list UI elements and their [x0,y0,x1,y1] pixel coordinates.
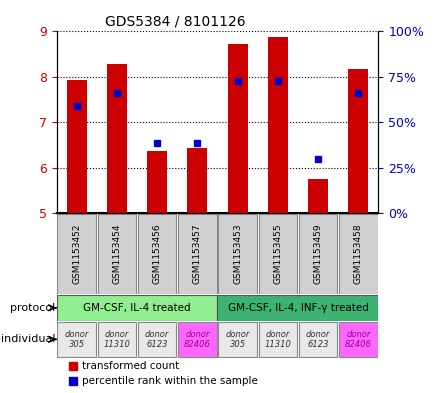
Text: GSM1153453: GSM1153453 [233,224,242,284]
FancyBboxPatch shape [218,214,256,294]
FancyBboxPatch shape [298,322,337,357]
FancyBboxPatch shape [178,322,216,357]
Bar [147,151,167,213]
Text: GSM1153459: GSM1153459 [313,224,322,284]
FancyBboxPatch shape [56,295,217,321]
Text: GSM1153457: GSM1153457 [192,224,201,284]
Bar [187,148,207,213]
FancyBboxPatch shape [97,214,136,294]
Text: percentile rank within the sample: percentile rank within the sample [82,376,258,386]
Text: GSM1153458: GSM1153458 [353,224,362,284]
Text: GSM1153454: GSM1153454 [112,224,121,284]
FancyBboxPatch shape [298,214,337,294]
Bar [227,44,247,213]
Text: GSM1153452: GSM1153452 [72,224,81,284]
FancyBboxPatch shape [178,214,216,294]
Text: donor
82406: donor 82406 [344,330,371,349]
Bar [267,37,287,213]
FancyBboxPatch shape [258,322,296,357]
Text: GSM1153455: GSM1153455 [273,224,282,284]
Bar [107,64,127,213]
FancyBboxPatch shape [138,322,176,357]
Text: donor
305: donor 305 [225,330,249,349]
FancyBboxPatch shape [217,295,378,321]
Text: GSM1153456: GSM1153456 [152,224,161,284]
FancyBboxPatch shape [338,214,377,294]
Bar [66,80,86,213]
Text: donor
6123: donor 6123 [145,330,169,349]
FancyBboxPatch shape [57,322,96,357]
FancyBboxPatch shape [97,322,136,357]
Bar [307,179,327,213]
Text: GM-CSF, IL-4 treated: GM-CSF, IL-4 treated [83,303,191,313]
Text: GDS5384 / 8101126: GDS5384 / 8101126 [105,15,245,29]
Text: donor
11310: donor 11310 [264,330,291,349]
Text: donor
305: donor 305 [64,330,89,349]
Text: individual: individual [1,334,56,344]
Text: transformed count: transformed count [82,361,179,371]
FancyBboxPatch shape [218,322,256,357]
FancyBboxPatch shape [138,214,176,294]
FancyBboxPatch shape [338,322,377,357]
Text: donor
6123: donor 6123 [305,330,329,349]
Text: donor
82406: donor 82406 [184,330,210,349]
FancyBboxPatch shape [57,214,96,294]
FancyBboxPatch shape [258,214,296,294]
Bar [348,69,368,213]
Text: GM-CSF, IL-4, INF-γ treated: GM-CSF, IL-4, INF-γ treated [227,303,368,313]
Text: donor
11310: donor 11310 [103,330,130,349]
Text: protocol: protocol [10,303,56,313]
